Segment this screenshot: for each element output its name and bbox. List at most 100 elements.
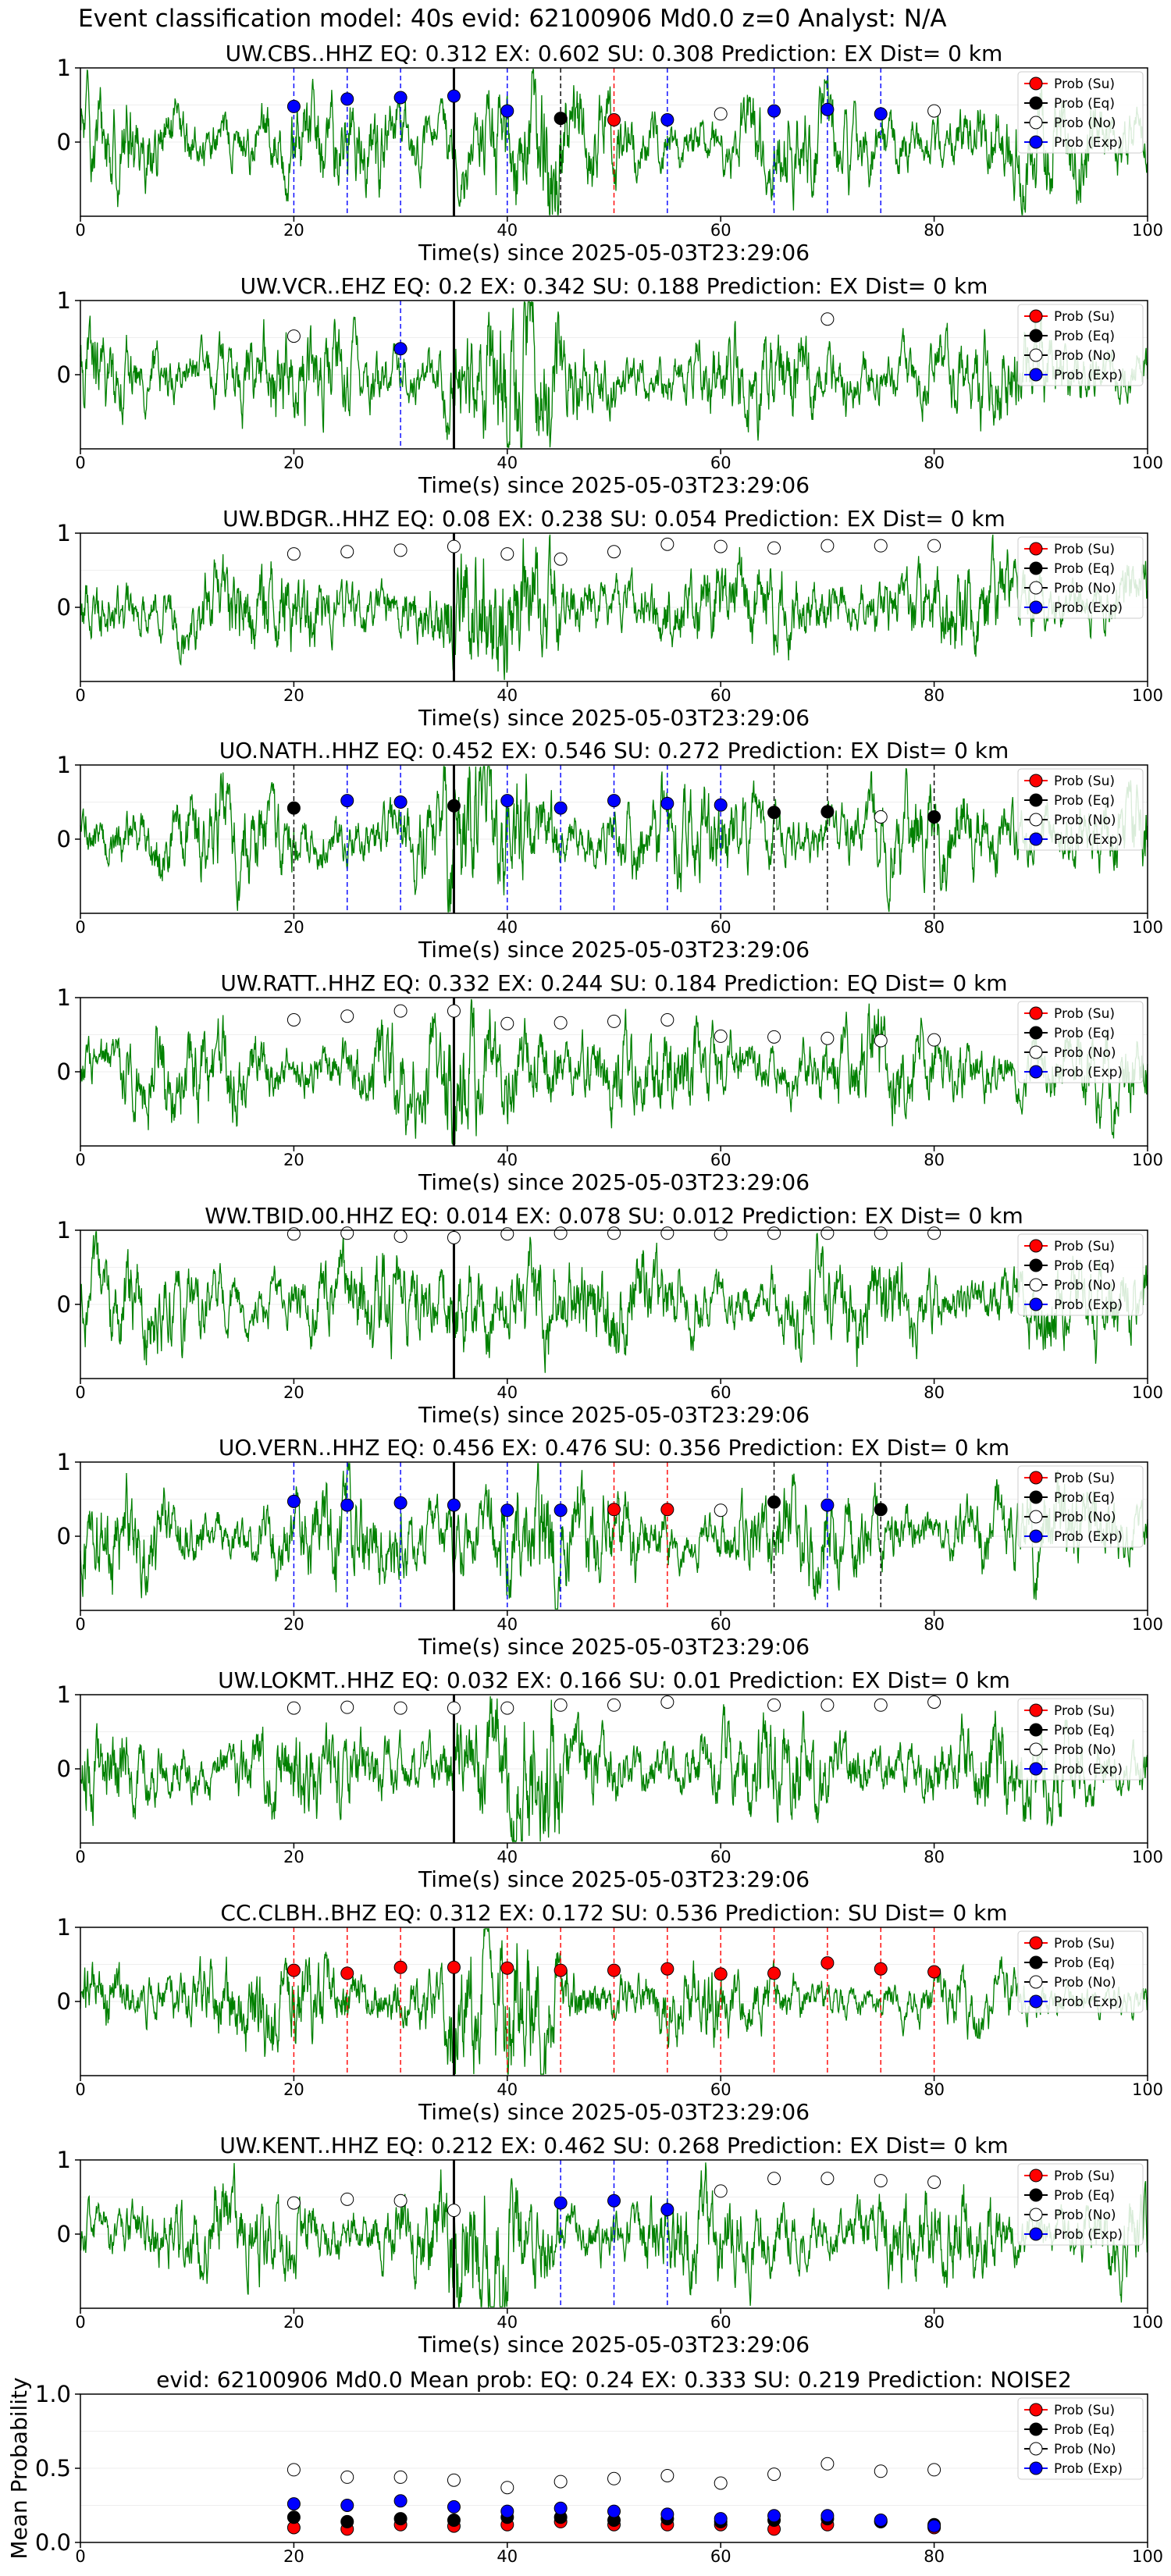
y-tick-label: 0 xyxy=(57,2221,71,2247)
legend-label: Prob (No) xyxy=(1054,116,1116,131)
waveform-panel-8: UW.LOKMT..HHZ EQ: 0.032 EX: 0.166 SU: 0.… xyxy=(57,1667,1164,1892)
legend-marker-eq xyxy=(1029,1026,1043,1040)
prob-point-eq xyxy=(820,805,835,819)
legend-marker-su xyxy=(1029,76,1043,91)
legend-marker-no xyxy=(1029,348,1043,362)
waveform-panel-5: UW.RATT..HHZ EQ: 0.332 EX: 0.244 SU: 0.1… xyxy=(57,970,1164,1195)
x-tick-label: 60 xyxy=(710,2080,731,2099)
legend-label: Prob (No) xyxy=(1054,1510,1116,1525)
prob-point-exp xyxy=(393,1496,408,1510)
prob-point-no xyxy=(447,1701,461,1715)
mean-point-exp xyxy=(820,2509,835,2523)
legend-marker-eq xyxy=(1029,1258,1043,1272)
waveform-trace xyxy=(80,301,1148,448)
legend: Prob (Su) Prob (Eq) Prob (No) Prob (Exp) xyxy=(1017,2163,1144,2246)
prob-point-exp xyxy=(500,1503,514,1517)
prob-point-no xyxy=(500,1016,514,1030)
legend-label: Prob (No) xyxy=(1054,1278,1116,1293)
x-tick-label: 80 xyxy=(924,918,945,937)
prob-point-su xyxy=(874,1962,888,1976)
legend-marker-su xyxy=(1029,2403,1043,2417)
legend-marker-eq xyxy=(1029,1490,1043,1504)
mean-point-exp xyxy=(447,2500,461,2514)
prob-point-eq xyxy=(767,1495,781,1509)
legend-marker-exp xyxy=(1029,832,1043,846)
x-tick-label: 100 xyxy=(1132,1615,1163,1634)
legend-label: Prob (No) xyxy=(1054,581,1116,596)
x-tick-label: 20 xyxy=(283,918,304,937)
legend-label: Prob (Eq) xyxy=(1054,96,1115,112)
legend-label: Prob (Eq) xyxy=(1054,2188,1115,2204)
x-tick-label: 0 xyxy=(75,2313,85,2332)
waveform-panel-4: UO.NATH..HHZ EQ: 0.452 EX: 0.546 SU: 0.2… xyxy=(57,738,1164,962)
legend-marker-su xyxy=(1029,774,1043,788)
x-axis-label: Time(s) since 2025-05-03T23:29:06 xyxy=(418,937,810,962)
waveform-trace xyxy=(80,2162,1148,2309)
prob-point-no xyxy=(927,2176,941,2189)
prob-point-exp xyxy=(447,89,461,103)
legend-label: Prob (No) xyxy=(1054,2442,1116,2457)
prob-point-su xyxy=(714,1967,728,1981)
prob-point-exp xyxy=(660,113,674,126)
x-tick-label: 60 xyxy=(710,454,731,472)
legend-marker-no xyxy=(1029,116,1043,130)
y-tick-label: 1 xyxy=(57,2147,71,2173)
prob-point-su xyxy=(393,1960,408,1974)
legend-marker-su xyxy=(1029,542,1043,556)
prob-point-exp xyxy=(820,102,835,116)
prob-point-su xyxy=(287,1963,301,1977)
legend-marker-exp xyxy=(1029,1762,1043,1776)
legend-marker-exp xyxy=(1029,1994,1043,2008)
legend-label: Prob (Exp) xyxy=(1054,1994,1123,2010)
legend-box xyxy=(1017,2163,1144,2246)
y-tick-label: 1 xyxy=(57,1681,71,1708)
mean-point-no xyxy=(447,2473,461,2487)
prob-point-no xyxy=(874,1034,888,1048)
x-tick-label: 0 xyxy=(75,1615,85,1634)
legend-label: Prob (No) xyxy=(1054,2208,1116,2223)
panel-title: UW.LOKMT..HHZ EQ: 0.032 EX: 0.166 SU: 0.… xyxy=(218,1667,1010,1693)
waveform-trace xyxy=(80,1463,1148,1610)
legend-box xyxy=(1017,536,1144,619)
prob-point-no xyxy=(287,329,301,343)
prob-point-exp xyxy=(553,801,568,815)
prob-point-no xyxy=(767,1226,781,1240)
prob-point-no xyxy=(714,2184,728,2198)
prob-point-eq xyxy=(927,810,941,824)
prob-point-no xyxy=(500,1701,514,1715)
legend-label: Prob (No) xyxy=(1054,1742,1116,1758)
legend-marker-eq xyxy=(1029,1955,1043,1969)
mean-point-no xyxy=(553,2475,568,2489)
legend: Prob (Su) Prob (Eq) Prob (No) Prob (Exp) xyxy=(1017,1001,1144,1083)
x-tick-label: 0 xyxy=(75,2547,85,2566)
prob-point-eq xyxy=(287,801,301,815)
y-tick-label: 1 xyxy=(57,1449,71,1475)
x-tick-label: 100 xyxy=(1132,1848,1163,1866)
prob-point-no xyxy=(927,1695,941,1709)
prob-point-no xyxy=(607,1226,621,1240)
x-tick-label: 20 xyxy=(283,221,304,240)
x-axis-label: Time(s) since 2025-05-03T23:29:06 xyxy=(418,1866,810,1892)
prob-point-exp xyxy=(553,2196,568,2210)
mean-point-exp xyxy=(340,2499,354,2512)
prob-point-exp xyxy=(607,2194,621,2208)
legend-marker-no xyxy=(1029,2442,1043,2456)
prob-point-no xyxy=(874,1698,888,1712)
x-tick-label: 40 xyxy=(497,1383,518,1402)
legend-label: Prob (Eq) xyxy=(1054,1258,1115,1274)
prob-point-no xyxy=(874,1226,888,1240)
x-tick-label: 100 xyxy=(1132,918,1163,937)
legend-marker-no xyxy=(1029,581,1043,595)
panel-title: UO.VERN..HHZ EQ: 0.456 EX: 0.476 SU: 0.3… xyxy=(219,1435,1009,1461)
prob-point-no xyxy=(607,1698,621,1712)
mean-point-exp xyxy=(393,2494,408,2508)
prob-point-no xyxy=(393,1229,408,1244)
mean-point-no xyxy=(500,2481,514,2495)
y-tick-label: 1 xyxy=(57,752,71,778)
x-tick-label: 60 xyxy=(710,2547,731,2566)
x-axis-label: Time(s) since 2025-05-03T23:29:06 xyxy=(418,1169,810,1195)
x-tick-label: 40 xyxy=(497,686,518,705)
y-tick-label: 1 xyxy=(57,1217,71,1244)
y-tick-label: 1.0 xyxy=(35,2381,71,2407)
x-tick-label: 0 xyxy=(75,1383,85,1402)
